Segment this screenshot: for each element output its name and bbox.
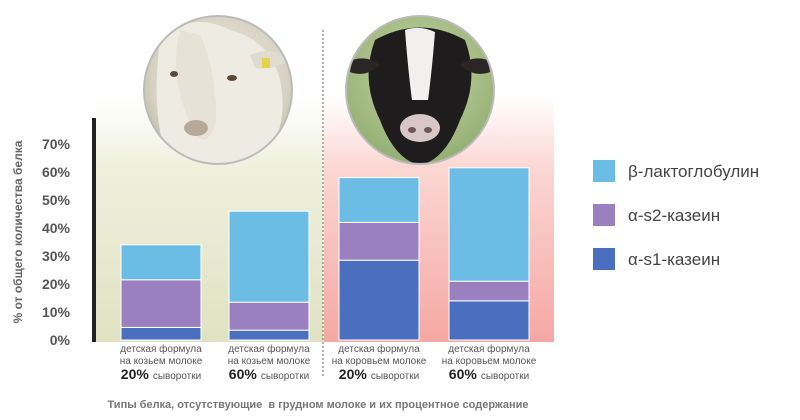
bar-segment	[448, 300, 530, 341]
goat-photo	[144, 16, 292, 164]
whey-percent: 60%	[229, 366, 258, 382]
category-label-line1: детская формула	[448, 343, 530, 355]
category-label-line2: на коровьем молоке	[332, 356, 427, 367]
y-axis-line	[92, 118, 96, 342]
category-label-whey: 20% сыворотки	[121, 366, 201, 382]
bar-segment	[120, 244, 202, 281]
bar-segment	[338, 221, 420, 261]
chart-caption: Типы белка, отсутствующие в грудном моло…	[108, 399, 529, 411]
whey-label: сыворотки	[153, 371, 201, 382]
category-label-whey: 60% сыворотки	[449, 366, 529, 382]
whey-percent: 20%	[121, 366, 150, 382]
goat-photo-frame	[143, 15, 293, 165]
bar-segment	[228, 329, 310, 341]
y-tick-label: 10%	[42, 304, 71, 320]
category-label-line1: детская формула	[120, 343, 202, 355]
whey-label: сыворотки	[481, 371, 529, 382]
category-label-whey: 20% сыворотки	[339, 366, 419, 382]
y-tick-label: 30%	[42, 248, 71, 264]
whey-percent: 20%	[339, 366, 368, 382]
whey-label: сыворотки	[261, 371, 309, 382]
cow-photo-frame	[345, 15, 495, 165]
category-label-line1: детская формула	[228, 343, 310, 355]
bar-segment	[338, 177, 420, 223]
legend-swatch	[593, 248, 615, 270]
y-tick-label: 50%	[42, 192, 71, 208]
cow-photo	[346, 16, 494, 164]
bars-group	[120, 167, 530, 341]
whey-label: сыворотки	[371, 371, 419, 382]
legend-label: β-лактоглобулин	[628, 162, 759, 181]
whey-percent: 60%	[449, 366, 478, 382]
y-tick-label: 60%	[42, 164, 71, 180]
legend: β-лактоглобулин α-s2-казеин α-s1-казеин	[593, 160, 759, 270]
y-tick-label: 40%	[42, 220, 71, 236]
bar-segment	[120, 326, 202, 341]
bar-segment	[448, 280, 530, 302]
category-label-line1: детская формула	[338, 343, 420, 355]
category-label-whey: 60% сыворотки	[229, 366, 309, 382]
category-label-line2: на козьем молоке	[228, 356, 311, 367]
y-axis-label: % от общего количества белка	[11, 140, 25, 323]
legend-label: α-s1-казеин	[628, 250, 720, 269]
legend-swatch	[593, 204, 615, 226]
bar-segment	[120, 279, 202, 328]
bar-segment	[338, 259, 420, 341]
legend-swatch	[593, 160, 615, 182]
y-tick-label: 0%	[50, 332, 71, 348]
legend-label: α-s2-казеин	[628, 206, 720, 225]
category-label-line2: на козьем молоке	[120, 356, 203, 367]
y-tick-label: 20%	[42, 276, 71, 292]
bar-segment	[228, 210, 310, 303]
bar-segment	[228, 301, 310, 331]
y-axis-ticks: 0% 10% 20% 30% 40% 50% 60% 70%	[42, 136, 71, 348]
category-label-line2: на коровьем молоке	[442, 356, 537, 367]
bar-segment	[448, 167, 530, 282]
y-tick-label: 70%	[42, 136, 71, 152]
